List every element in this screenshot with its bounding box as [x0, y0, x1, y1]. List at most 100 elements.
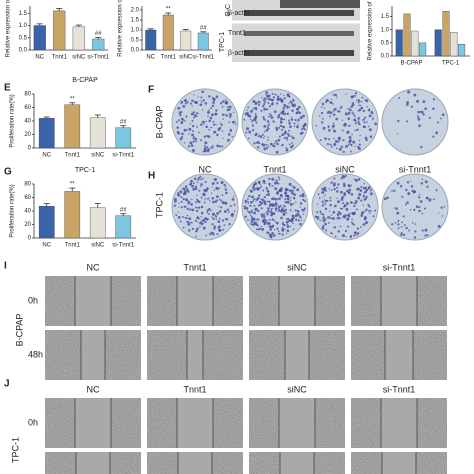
colony — [410, 185, 414, 188]
colony — [288, 106, 291, 108]
colony — [357, 99, 361, 102]
colony — [350, 193, 354, 196]
colony — [268, 115, 271, 118]
colony — [224, 202, 227, 205]
colony — [339, 225, 342, 228]
colony — [360, 100, 363, 103]
colony — [296, 107, 300, 110]
colony — [215, 199, 217, 201]
colony — [203, 123, 205, 125]
y-tick-label: 0 — [28, 146, 32, 152]
colony — [286, 139, 289, 141]
colony — [340, 190, 343, 194]
colony — [212, 233, 215, 236]
column-label: Tnnt1 — [183, 384, 206, 394]
colony — [194, 201, 197, 204]
y-axis-label: Relative expression o — [118, 0, 124, 57]
bar — [38, 118, 55, 149]
scratch-gap — [178, 452, 212, 474]
colony — [324, 222, 327, 226]
colony — [200, 123, 203, 126]
colony — [359, 189, 363, 192]
colony — [281, 133, 285, 136]
colony — [281, 145, 283, 147]
colony — [374, 209, 377, 212]
colony — [297, 123, 299, 125]
colony — [342, 150, 345, 153]
colony — [200, 178, 202, 181]
colony — [185, 198, 188, 202]
colony — [260, 213, 264, 217]
x-tick-label: Tnnt1 — [52, 55, 68, 61]
colony — [365, 189, 369, 192]
colony — [192, 140, 195, 143]
colony — [247, 202, 250, 205]
colony — [258, 134, 261, 137]
colony — [332, 184, 336, 187]
colony — [286, 225, 289, 229]
colony — [276, 191, 279, 195]
colony — [358, 123, 361, 126]
colony — [213, 227, 216, 230]
colony — [250, 222, 253, 226]
colony — [401, 195, 404, 198]
y-axis-label: Proliferation rate(%) — [10, 94, 16, 147]
colony — [268, 200, 271, 203]
colony — [332, 110, 335, 112]
colony — [333, 226, 337, 229]
colony — [205, 197, 207, 200]
colony — [221, 105, 224, 108]
colony — [188, 127, 192, 131]
colony — [362, 204, 364, 206]
colony — [269, 142, 273, 146]
colony — [283, 118, 286, 121]
colony — [267, 207, 270, 210]
colony — [273, 110, 277, 114]
colony — [283, 204, 285, 207]
colony — [272, 96, 275, 99]
colony — [351, 133, 353, 136]
colony — [212, 200, 215, 204]
colony — [175, 120, 178, 123]
colony — [201, 120, 205, 124]
colony — [355, 99, 358, 102]
colony — [198, 176, 201, 180]
colony — [348, 135, 352, 139]
colony — [321, 200, 324, 203]
colony — [362, 223, 366, 226]
colony — [278, 197, 281, 201]
colony — [367, 186, 371, 190]
colony — [374, 122, 377, 126]
colony — [322, 213, 325, 216]
colony — [256, 198, 259, 201]
y-axis-label: Relative expression of — [368, 1, 374, 60]
colony — [406, 201, 409, 204]
colony — [288, 95, 291, 98]
colony — [206, 211, 209, 214]
colony — [200, 96, 203, 99]
colony — [207, 198, 209, 200]
colony — [279, 193, 283, 197]
colony — [199, 100, 201, 102]
colony — [263, 218, 266, 221]
colony — [291, 109, 294, 113]
colony — [268, 182, 271, 185]
colony — [403, 224, 406, 226]
colony — [209, 200, 211, 202]
column-label: siNC — [287, 262, 307, 272]
colony — [268, 211, 271, 213]
colony — [263, 213, 265, 215]
colony — [341, 207, 344, 210]
colony — [215, 95, 219, 98]
colony — [267, 127, 270, 130]
colony — [200, 215, 202, 218]
colony — [185, 115, 188, 118]
colony — [179, 114, 182, 117]
colony — [268, 98, 271, 101]
colony — [324, 203, 327, 205]
colony — [346, 217, 350, 221]
colony — [286, 232, 288, 234]
colony — [226, 106, 229, 109]
colony — [283, 97, 286, 100]
